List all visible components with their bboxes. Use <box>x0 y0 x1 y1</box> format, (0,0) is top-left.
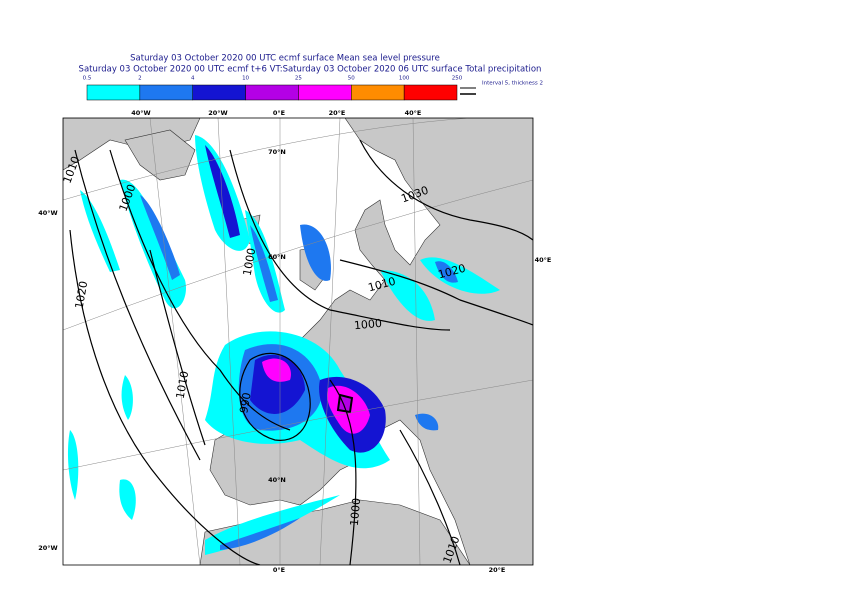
isobar-label: 1000 <box>348 497 363 526</box>
legend-label: 25 <box>295 76 302 82</box>
isobar-label: 1010 <box>174 370 192 400</box>
map: 1010100010001020101099010301020101010001… <box>63 118 533 565</box>
legend-swatch <box>86 84 141 101</box>
legend-label: 50 <box>348 76 355 82</box>
isobar-label: 1000 <box>353 317 382 332</box>
coordinate-label: 20°W <box>208 109 227 117</box>
legend-swatch <box>245 84 299 101</box>
geo-labels: 40°W 20°W 0°E 20°E 40°E 70°N 60°N 40°N 40°W 20°W 4… <box>38 109 551 574</box>
coordinate-label: 40°W <box>131 109 150 117</box>
legend-swatch <box>403 84 458 101</box>
coordinate-label: 70°N <box>268 148 286 156</box>
legend-label: 0.5 <box>83 76 92 82</box>
legend-label: 100 <box>399 76 410 82</box>
coordinate-label: 20°E <box>329 109 346 117</box>
coordinate-label: 20°E <box>489 566 506 574</box>
map-frame <box>62 117 534 566</box>
legend-swatch <box>298 84 352 101</box>
isobar-label: 1020 <box>73 280 91 310</box>
isobar-label: 1000 <box>241 247 259 277</box>
coordinate-label: 40°N <box>268 476 286 484</box>
subtitle: Saturday 03 October 2020 00 UTC ecmf t+6… <box>79 65 542 75</box>
isobars <box>69 139 533 565</box>
isobar-label: 990 <box>237 391 253 414</box>
title: Saturday 03 October 2020 00 UTC ecmf sur… <box>130 54 440 64</box>
legend-swatch <box>351 84 405 101</box>
coordinate-label: 0°E <box>273 566 285 574</box>
coordinate-label: 0°E <box>273 109 285 117</box>
coordinate-label: 20°W <box>38 544 57 552</box>
graticule <box>63 118 533 565</box>
legend-label: 10 <box>242 76 249 82</box>
contour-note: Interval 5, thickness 2 <box>482 81 543 87</box>
coordinate-label: 40°E <box>405 109 422 117</box>
coordinate-label: 40°E <box>535 256 552 264</box>
coordinate-label: 60°N <box>268 253 286 261</box>
legend-label: 4 <box>191 76 195 82</box>
coordinate-label: 40°W <box>38 209 57 217</box>
legend-swatch <box>192 84 246 101</box>
legend-label: 2 <box>138 76 142 82</box>
legend-label: 250 <box>452 76 463 82</box>
legend-swatch <box>139 84 193 101</box>
legend: 0.5 2 4 10 25 50 100 250 <box>83 76 463 101</box>
